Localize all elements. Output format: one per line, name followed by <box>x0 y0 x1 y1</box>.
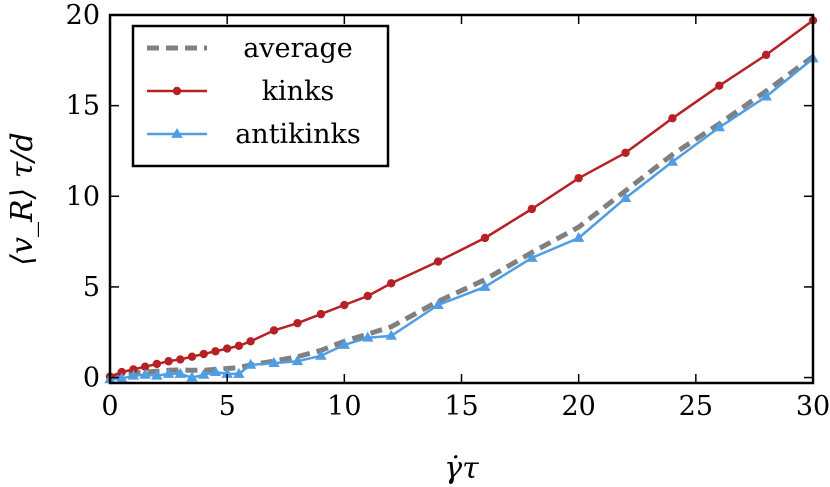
kinks-point-5 <box>164 357 173 366</box>
antikinks-point-5 <box>162 367 175 378</box>
legend-entry-antikinks: antikinks <box>147 119 361 150</box>
x-tick-label: 0 <box>101 391 118 422</box>
antikinks-point-25 <box>713 121 725 132</box>
antikinks-point-26 <box>760 90 772 101</box>
kinks-point-18 <box>387 279 396 288</box>
x-tick-label: 20 <box>561 391 595 422</box>
y-tick-label: 0 <box>83 363 100 394</box>
kinks-point-11 <box>234 341 244 351</box>
series-kinks <box>105 16 818 381</box>
legend-entry-kinks: kinks <box>147 76 334 107</box>
ticks-layer: 0 5 10 15 20 25 30 0 5 10 15 20 <box>66 0 830 422</box>
legend-marker <box>171 128 183 138</box>
kinks-point-15 <box>316 309 326 319</box>
series-layer <box>104 16 819 384</box>
y-axis-label: ⟨v_R⟩ τ/d <box>5 132 40 265</box>
kinks-point-10 <box>222 344 232 353</box>
antikinks-point-4 <box>151 369 163 380</box>
series-line-average <box>109 54 815 381</box>
legend-label: kinks <box>262 76 335 107</box>
kinks-point-20 <box>480 233 490 243</box>
antikinks-point-2 <box>127 369 140 380</box>
antikinks-point-20 <box>479 280 491 291</box>
kinks-point-2 <box>129 365 138 374</box>
y-tick-label: 20 <box>66 0 100 31</box>
kinks-point-22 <box>574 173 583 183</box>
kinks-point-6 <box>176 355 185 364</box>
y-tick-label: 5 <box>83 272 100 303</box>
kinks-point-4 <box>152 359 162 369</box>
kinks-point-26 <box>761 50 771 60</box>
series-line-antikinks <box>109 57 814 381</box>
series-average <box>109 54 815 381</box>
antikinks-point-10 <box>221 367 233 378</box>
kinks-point-8 <box>199 349 208 359</box>
antikinks-point-15 <box>315 349 327 360</box>
antikinks-point-19 <box>432 299 444 309</box>
plot-area: 0 5 10 15 20 25 30 0 5 10 15 20 <box>66 0 830 422</box>
y-tick-label: 10 <box>66 181 100 212</box>
kinks-point-17 <box>363 291 372 301</box>
antikinks-point-24 <box>666 155 679 166</box>
kinks-point-13 <box>269 326 279 335</box>
x-tick-label: 5 <box>219 391 236 422</box>
legend-label: antikinks <box>235 119 361 150</box>
legend-marker <box>172 86 182 96</box>
series-antikinks <box>104 52 819 384</box>
antikinks-point-21 <box>526 251 538 262</box>
antikinks-point-3 <box>139 368 151 379</box>
antikinks-point-8 <box>198 368 210 379</box>
kinks-point-9 <box>211 347 220 356</box>
legend-label: average <box>243 33 353 64</box>
x-tick-label: 10 <box>327 391 361 422</box>
kinks-point-16 <box>340 300 349 310</box>
legend-entries: average kinks antikinks <box>147 33 361 150</box>
y-tick-label: 15 <box>66 91 100 122</box>
x-tick-label: 25 <box>679 391 713 422</box>
kinks-point-1 <box>117 367 126 377</box>
kinks-point-23 <box>621 148 630 157</box>
antikinks-point-1 <box>116 372 128 383</box>
antikinks-point-22 <box>572 231 585 242</box>
kinks-point-7 <box>187 352 197 361</box>
antikinks-point-12 <box>244 358 257 369</box>
x-axis-label: γ̇τ <box>444 451 479 486</box>
antikinks-point-11 <box>233 367 245 378</box>
kinks-point-24 <box>668 114 677 123</box>
kinks-point-14 <box>293 318 302 328</box>
legend: average kinks antikinks <box>131 24 390 168</box>
kinks-point-12 <box>246 337 255 346</box>
antikinks-point-17 <box>362 331 374 342</box>
antikinks-point-9 <box>209 366 222 377</box>
legend-entry-average: average <box>147 33 353 64</box>
antikinks-point-18 <box>385 329 397 340</box>
kinks-point-25 <box>715 81 724 90</box>
x-tick-label: 30 <box>796 391 830 422</box>
series-line-kinks <box>109 19 814 378</box>
antikinks-point-16 <box>338 338 351 349</box>
kinks-point-19 <box>433 257 443 266</box>
antikinks-point-13 <box>268 357 280 367</box>
antikinks-point-23 <box>619 192 632 202</box>
kinks-point-21 <box>527 204 536 214</box>
antikinks-point-14 <box>291 355 304 366</box>
antikinks-point-6 <box>174 367 186 378</box>
kinks-point-3 <box>140 362 150 371</box>
x-tick-label: 15 <box>444 391 478 422</box>
antikinks-point-7 <box>186 371 198 382</box>
